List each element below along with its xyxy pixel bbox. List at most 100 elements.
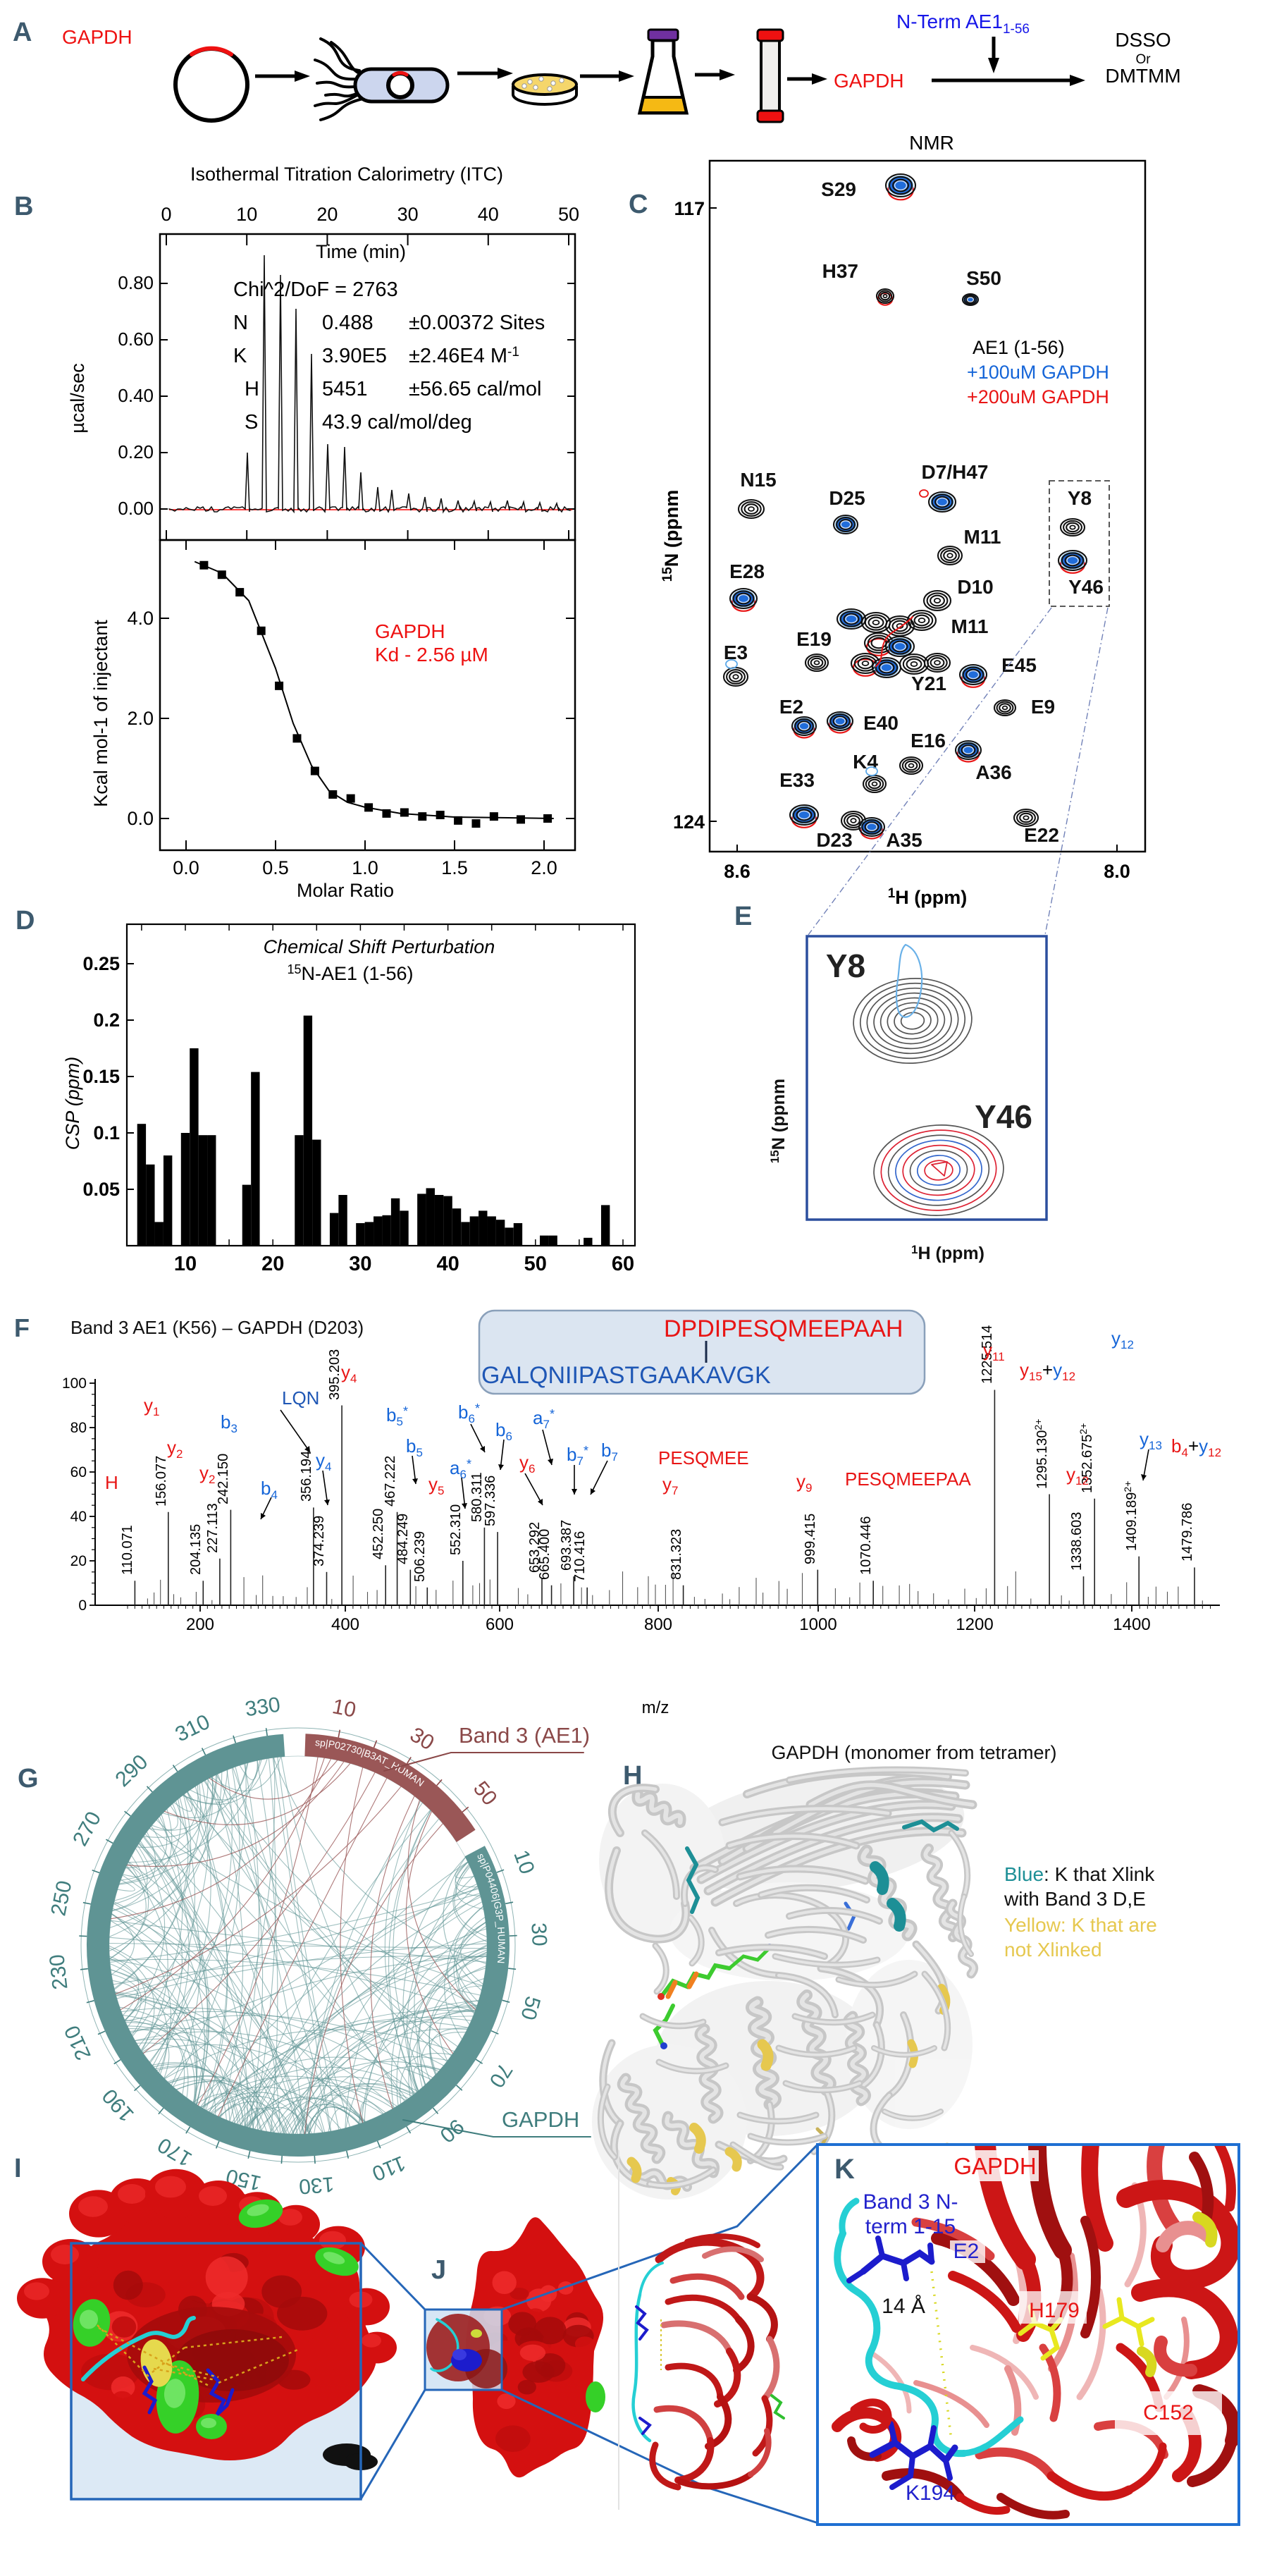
svg-text:Y21: Y21 [911,673,946,694]
svg-text:50: 50 [558,204,579,225]
svg-text:3.90E5: 3.90E5 [322,345,387,367]
svg-text:1338.603: 1338.603 [1069,1512,1085,1571]
svg-text:0.05: 0.05 [82,1179,120,1200]
svg-text:0.25: 0.25 [82,953,120,974]
svg-text:15N (ppnm: 15N (ppnm [768,1079,789,1163]
svg-text:1200: 1200 [956,1615,993,1634]
svg-text:20: 20 [316,204,338,225]
svg-text:GAPDH: GAPDH [953,2153,1036,2179]
svg-text:GAPDH: GAPDH [502,2107,579,2132]
svg-text:I: I [14,2154,20,2183]
svg-text:A35: A35 [886,829,922,851]
svg-text:0.15: 0.15 [82,1066,120,1087]
svg-text:E28: E28 [729,560,765,582]
svg-text:117: 117 [674,198,705,219]
svg-text:10: 10 [331,1695,358,1722]
svg-text:5451: 5451 [322,378,368,400]
svg-text:330: 330 [244,1693,282,1721]
svg-text:A: A [13,18,32,47]
svg-text:C152: C152 [1143,2401,1194,2424]
svg-text:597.336: 597.336 [483,1476,498,1526]
svg-text:242.150: 242.150 [216,1454,231,1504]
svg-text:H: H [105,1472,118,1493]
svg-text:PESQMEE: PESQMEE [658,1447,749,1468]
svg-text:with Band 3 D,E: with Band 3 D,E [1004,1888,1146,1910]
svg-text:43.9 cal/mol/deg: 43.9 cal/mol/deg [322,411,472,434]
svg-text:665.400: 665.400 [537,1529,553,1580]
svg-text:831.323: 831.323 [669,1529,684,1580]
svg-text:µcal/sec: µcal/sec [67,363,88,434]
svg-text:Y8: Y8 [826,947,865,984]
svg-text:Band 3 (AE1): Band 3 (AE1) [459,1723,590,1748]
svg-text:600: 600 [486,1615,514,1634]
svg-text:0: 0 [161,204,171,225]
svg-text:DMTMM: DMTMM [1105,65,1180,87]
svg-text:452.250: 452.250 [371,1509,386,1559]
svg-text:30: 30 [526,1922,550,1947]
svg-text:N15: N15 [740,469,776,491]
svg-text:467.222: 467.222 [383,1456,398,1507]
svg-text:40: 40 [478,204,499,225]
svg-text:580.311: 580.311 [469,1472,485,1522]
svg-text:2.0: 2.0 [127,708,154,729]
svg-text:0.00: 0.00 [118,498,154,519]
svg-text:1295.1302+: 1295.1302+ [1032,1419,1050,1489]
svg-text:0.2: 0.2 [93,1010,120,1031]
svg-text:B: B [14,192,32,221]
svg-text:1.0: 1.0 [352,857,378,878]
svg-text:506.239: 506.239 [412,1531,428,1582]
svg-text:1225.514: 1225.514 [980,1325,995,1384]
svg-text:374.239: 374.239 [311,1516,327,1566]
svg-text:GALQNIIPASTGAAKAVGK: GALQNIIPASTGAAKAVGK [481,1362,771,1389]
svg-text:100: 100 [62,1375,87,1392]
svg-text:E45: E45 [1001,654,1037,676]
svg-text:M11: M11 [951,615,989,637]
svg-text:Band 3 AE1 (K56) – GAPDH (D203: Band 3 AE1 (K56) – GAPDH (D203) [70,1317,364,1338]
svg-text:15N (ppnm: 15N (ppnm [660,490,682,582]
svg-text:GAPDH: GAPDH [62,26,132,48]
svg-text:E16: E16 [910,730,946,752]
svg-text:1.5: 1.5 [441,857,468,878]
svg-text:±0.00372 Sites: ±0.00372 Sites [409,312,545,334]
svg-text:E2: E2 [953,2240,980,2263]
svg-text:0.60: 0.60 [118,329,154,350]
svg-text:GAPDH: GAPDH [834,70,904,92]
svg-text:0.488: 0.488 [322,312,374,334]
svg-text:14 Å: 14 Å [882,2295,925,2318]
svg-text:Blue: K that Xlink: Blue: K that Xlink [1004,1863,1155,1885]
svg-text:30: 30 [397,204,419,225]
svg-text:D7/H47: D7/H47 [922,461,989,483]
svg-text:F: F [14,1313,29,1342]
svg-text:1352.6752+: 1352.6752+ [1078,1423,1095,1493]
svg-text:D25: D25 [829,487,865,509]
svg-text:204.135: 204.135 [188,1524,204,1575]
svg-text:E19: E19 [796,628,832,650]
svg-text:S: S [245,411,258,434]
svg-text:20: 20 [261,1253,284,1275]
svg-text:H: H [245,378,259,400]
svg-text:not Xlinked: not Xlinked [1004,1939,1102,1961]
svg-text:0: 0 [78,1597,87,1614]
svg-text:DPDIPESQMEEPAAH: DPDIPESQMEEPAAH [664,1315,903,1342]
svg-text:0.0: 0.0 [173,857,199,878]
svg-text:80: 80 [70,1420,87,1436]
svg-text:40: 40 [70,1509,87,1525]
svg-text:395.203: 395.203 [327,1349,342,1400]
svg-text:+100uM GAPDH: +100uM GAPDH [967,362,1109,383]
svg-text:2.0: 2.0 [531,857,557,878]
svg-text:Y8: Y8 [1068,487,1092,509]
svg-text:60: 60 [70,1464,87,1480]
svg-text:C: C [629,190,648,219]
svg-text:S50: S50 [966,267,1001,289]
svg-text:800: 800 [644,1615,672,1634]
svg-text:K: K [233,345,247,367]
svg-text:E: E [734,902,751,931]
svg-text:0.0: 0.0 [127,808,154,829]
svg-text:D23: D23 [816,829,852,851]
svg-text:552.310: 552.310 [448,1504,464,1555]
svg-text:NMR: NMR [909,132,954,154]
svg-text:J: J [431,2255,445,2285]
svg-text:LQN: LQN [282,1387,319,1409]
svg-text:CSP (ppm): CSP (ppm) [62,1057,83,1151]
svg-text:10: 10 [174,1253,197,1275]
